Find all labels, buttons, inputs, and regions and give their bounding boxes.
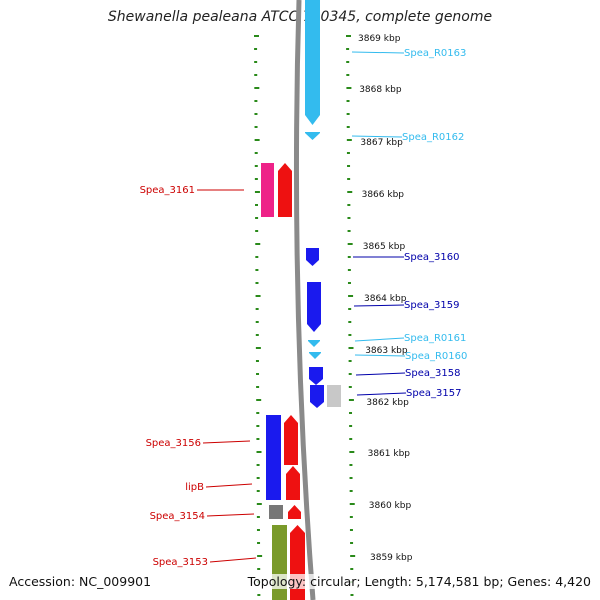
gene-3156	[284, 415, 298, 465]
gene-3161-b	[278, 163, 292, 217]
kbp-label: 3864 kbp	[364, 294, 407, 304]
leader-line	[351, 51, 405, 54]
gene-3161-a	[261, 163, 274, 217]
gene-label-left: Spea_3161	[140, 185, 195, 196]
kbp-label: 3865 kbp	[363, 242, 406, 252]
gene-3156-blue	[266, 415, 281, 500]
gene-label-right: Spea_3157	[406, 388, 461, 399]
leader-line	[355, 372, 406, 376]
kbp-label: 3859 kbp	[370, 553, 413, 563]
gene-3160	[306, 248, 319, 266]
gene-3158	[309, 367, 323, 385]
gene-label-right: Spea_3159	[404, 300, 459, 311]
leader-line	[356, 392, 407, 396]
leader-line	[206, 513, 255, 517]
gene-3157-gray	[327, 385, 341, 407]
gene-r0163	[305, 0, 320, 125]
kbp-label: 3867 kbp	[360, 138, 403, 148]
gene-label-left: Spea_3156	[146, 438, 201, 449]
kbp-label: 3869 kbp	[358, 34, 401, 44]
gene-label-left: Spea_3153	[153, 557, 208, 568]
leader-line	[354, 354, 406, 357]
gene-3157	[310, 385, 324, 408]
gene-3154	[288, 505, 301, 519]
gene-label-left: Spea_3154	[150, 511, 205, 522]
gene-r0161	[308, 340, 320, 347]
gene-label-right: Spea_3160	[404, 252, 459, 263]
gene-lipb	[286, 466, 300, 500]
leader-line	[209, 557, 257, 563]
kbp-label: 3868 kbp	[359, 85, 402, 95]
leader-line	[354, 337, 405, 342]
leader-line	[205, 483, 253, 488]
gene-r0160	[309, 352, 321, 359]
gene-label-right: Spea_R0161	[404, 333, 466, 344]
genome-backbone	[293, 0, 316, 600]
leader-line	[353, 304, 405, 307]
accession-label: Accession: NC_009901	[9, 574, 152, 589]
gene-3159	[307, 282, 321, 332]
kbp-label: 3862 kbp	[366, 398, 409, 408]
leader-line	[202, 440, 251, 444]
gene-label-left: lipB	[185, 482, 204, 493]
gene-r0162	[305, 132, 320, 140]
topology-label: Topology: circular; Length: 5,174,581 bp…	[247, 574, 591, 589]
kbp-label: 3861 kbp	[368, 449, 411, 459]
kbp-label: 3860 kbp	[369, 501, 412, 511]
gene-3154-gray	[269, 505, 283, 519]
gene-label-right: Spea_3158	[405, 368, 460, 379]
gene-label-right: Spea_R0160	[405, 351, 467, 362]
leader-line	[351, 135, 403, 138]
gene-label-right: Spea_R0163	[404, 48, 466, 59]
kbp-label: 3863 kbp	[365, 346, 408, 356]
kbp-label: 3866 kbp	[362, 190, 405, 200]
gene-label-right: Spea_R0162	[402, 132, 464, 143]
